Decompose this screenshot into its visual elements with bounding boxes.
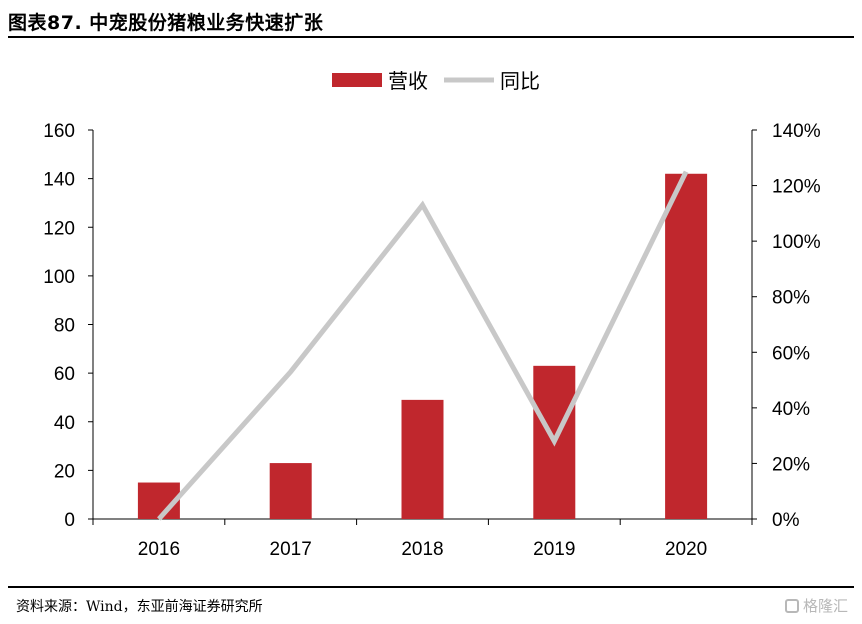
y-left-tick-label: 100 [43,267,75,288]
y-left-tick-label: 80 [54,316,75,337]
y-right-tick-label: 40% [772,399,810,420]
legend-swatch-bar [332,73,382,87]
y-left-tick-label: 0 [64,510,75,531]
x-tick-label: 2016 [138,539,180,560]
legend-label: 同比 [500,70,540,93]
chart: 营收 同比 0 20 40 60 80 100 120 140 160 0% 20% 40% 60% 80%… [43,70,820,560]
x-tick-label: 2019 [533,539,575,560]
y-right-tick-label: 140% [772,121,821,142]
title-divider [8,36,854,38]
y-right-tick-label: 60% [772,343,810,364]
y-right-tick-label: 80% [772,288,810,309]
x-tick-label: 2020 [665,539,707,560]
y-right-tick-label: 20% [772,454,810,475]
bar [401,399,444,519]
series-line [157,170,689,521]
y-right-tick-label: 0% [772,510,800,531]
page-title: 图表87. 中宠股份猪粮业务快速扩张 [8,12,324,34]
y-right-tick-label: 100% [772,232,821,253]
y-left-tick-label: 60 [54,364,75,385]
watermark-text: 格隆汇 [802,597,848,615]
y-right-tick-label: 120% [772,177,821,198]
y-left-tick-label: 20 [54,461,75,482]
x-tick-label: 2018 [401,539,443,560]
x-tick-label: 2017 [270,539,312,560]
y-left-tick-label: 40 [54,413,75,434]
watermark: 格隆汇 [784,595,848,616]
axes: 0 20 40 60 80 100 120 140 160 0% 20% 40% 60% 80% 100% 1… [43,121,820,560]
footer-divider [8,586,854,588]
y-left-tick-label: 140 [43,170,75,191]
y-left-tick-label: 160 [43,121,75,142]
source-note: 资料来源：Wind，东亚前海证券研究所 [16,599,263,615]
legend: 营收 同比 [332,70,540,93]
bar-series [137,173,708,519]
legend-label: 营收 [388,70,428,93]
line-series [157,170,689,521]
bar [269,463,312,519]
y-left-tick-label: 120 [43,218,75,239]
bar [665,173,708,519]
watermark-logo-icon [784,598,799,613]
